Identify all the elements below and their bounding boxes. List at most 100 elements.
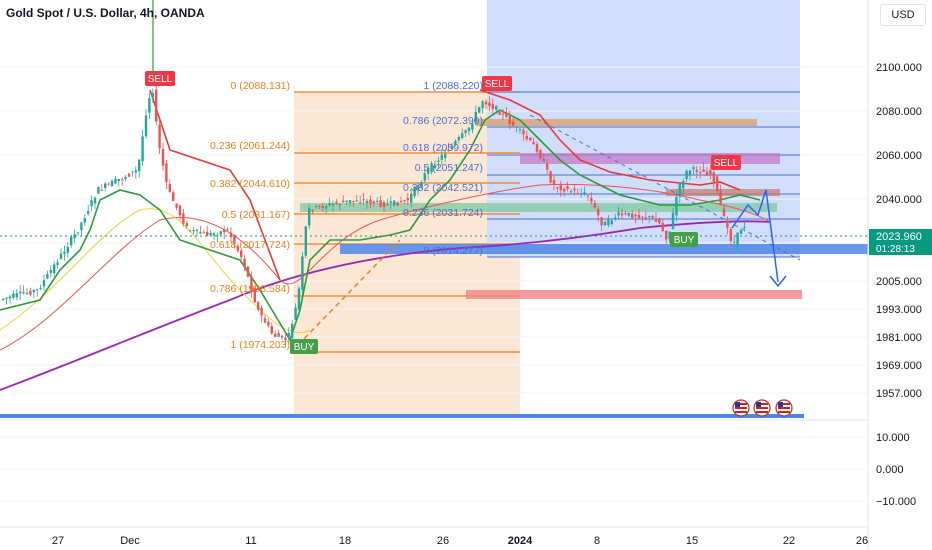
fib-left-label: 0.5 (2031.167) bbox=[222, 209, 290, 221]
currency-selector[interactable]: USD bbox=[880, 4, 926, 26]
candle-body bbox=[393, 200, 396, 206]
signal-sell-3[interactable]: SELL bbox=[711, 155, 741, 170]
price-tick: 2040.000 bbox=[876, 194, 922, 206]
fib-left-label: 0.786 (1998.584) bbox=[210, 283, 290, 295]
candle-body bbox=[583, 192, 586, 194]
candle-body bbox=[675, 196, 678, 216]
candle-body bbox=[267, 321, 270, 326]
us-flag-icon[interactable] bbox=[753, 399, 771, 417]
candle-body bbox=[165, 163, 168, 183]
candle-body bbox=[73, 234, 76, 239]
candle-body bbox=[651, 216, 654, 218]
candle-body bbox=[617, 212, 620, 216]
us-flag-icon[interactable] bbox=[775, 399, 793, 417]
candle-body bbox=[631, 213, 634, 218]
candle-body bbox=[243, 258, 246, 268]
candle-body bbox=[376, 200, 379, 202]
fib-right-label: 1 (2088.220) bbox=[423, 80, 483, 92]
candle-body bbox=[532, 141, 535, 145]
candle-body bbox=[36, 289, 39, 291]
candle-body bbox=[450, 145, 454, 150]
candle-body bbox=[569, 191, 573, 193]
candle-body bbox=[743, 226, 746, 228]
candle-body bbox=[471, 123, 474, 130]
symbol-title[interactable]: Gold Spot / U.S. Dollar, 4h, OANDA bbox=[6, 6, 205, 20]
candle-body bbox=[736, 232, 739, 245]
demand-zone-green bbox=[300, 203, 777, 212]
projection-path bbox=[731, 189, 779, 283]
fib-left-label: 1 (1974.203) bbox=[230, 339, 290, 351]
signal-sell-2[interactable]: SELL bbox=[482, 76, 512, 91]
candle-body bbox=[250, 276, 253, 292]
candle-body bbox=[654, 218, 658, 222]
candle-body bbox=[610, 220, 613, 224]
candle-body bbox=[699, 172, 702, 174]
candle-body bbox=[148, 98, 151, 113]
candle-body bbox=[223, 229, 226, 233]
us-flag-icon[interactable] bbox=[732, 399, 750, 417]
candle-body bbox=[481, 101, 484, 109]
candle-body bbox=[182, 213, 185, 224]
signal-buy-1[interactable]: BUY bbox=[290, 339, 318, 354]
candle-body bbox=[525, 135, 528, 140]
candle-body bbox=[25, 293, 29, 295]
candle-body bbox=[301, 256, 304, 290]
candle-body bbox=[314, 205, 318, 207]
fib-right-labels: 1 (2088.220) 0.786 (2072.390) 0.618 (205… bbox=[403, 80, 483, 257]
fib-left-label: 0.382 (2044.610) bbox=[210, 178, 290, 190]
candlesticks bbox=[2, 82, 746, 347]
candle-body bbox=[726, 221, 729, 229]
price-tick: 2100.000 bbox=[876, 62, 922, 74]
price-tick: 2080.000 bbox=[876, 106, 922, 118]
candle-body bbox=[308, 208, 311, 226]
candle-body bbox=[144, 115, 148, 137]
candle-body bbox=[491, 103, 494, 109]
candle-body bbox=[444, 154, 447, 159]
candle-body bbox=[410, 193, 413, 203]
candle-body bbox=[648, 216, 651, 218]
candle-body bbox=[22, 292, 25, 294]
candle-body bbox=[189, 230, 192, 232]
candle-body bbox=[195, 229, 199, 231]
candle-body bbox=[345, 200, 348, 202]
event-flags[interactable] bbox=[732, 399, 793, 417]
candle-body bbox=[600, 217, 603, 226]
price-tick: 0.000 bbox=[876, 464, 904, 476]
candle-body bbox=[372, 201, 375, 204]
candle-body bbox=[97, 186, 100, 194]
candle-body bbox=[192, 229, 195, 231]
candle-body bbox=[114, 178, 117, 184]
candle-body bbox=[488, 102, 491, 106]
candle-body bbox=[678, 183, 681, 197]
candle-body bbox=[399, 200, 403, 203]
time-tick: 27 bbox=[52, 535, 64, 547]
svg-text:2023.960: 2023.960 bbox=[876, 231, 922, 243]
candle-body bbox=[83, 218, 86, 223]
candle-body bbox=[39, 288, 42, 290]
fib-right-label: 0 (2014.277) bbox=[423, 245, 483, 257]
signal-buy-2[interactable]: BUY bbox=[670, 232, 698, 247]
price-axis[interactable]: 2100.000 2080.000 2060.000 2040.000 2005… bbox=[876, 62, 922, 508]
candle-body bbox=[172, 192, 175, 201]
candle-body bbox=[671, 212, 675, 229]
signal-sell-1[interactable]: SELL bbox=[145, 71, 175, 86]
candle-body bbox=[702, 169, 705, 172]
candle-body bbox=[352, 200, 355, 202]
fib-left-labels: 0 (2088.131) 0.236 (2061.244) 0.382 (204… bbox=[210, 80, 290, 351]
time-axis[interactable]: 27 Dec 11 18 26 2024 8 15 22 26 bbox=[52, 535, 868, 547]
candle-body bbox=[614, 217, 617, 219]
candle-body bbox=[131, 171, 134, 173]
candle-body bbox=[365, 201, 369, 204]
candle-body bbox=[138, 159, 141, 172]
candle-body bbox=[607, 218, 610, 226]
price-tick: 10.000 bbox=[876, 432, 910, 444]
grid bbox=[0, 66, 868, 502]
ma-yellow bbox=[0, 208, 311, 334]
candle-body bbox=[87, 210, 90, 214]
candle-body bbox=[580, 193, 583, 195]
candle-body bbox=[331, 203, 335, 206]
candle-body bbox=[318, 205, 321, 207]
candle-body bbox=[19, 291, 22, 294]
candle-body bbox=[665, 230, 668, 240]
